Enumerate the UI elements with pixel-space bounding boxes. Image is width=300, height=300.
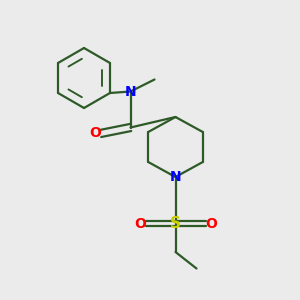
Text: O: O (205, 217, 217, 230)
Text: O: O (134, 217, 146, 230)
Text: O: O (89, 127, 101, 140)
Text: N: N (170, 170, 181, 184)
Text: N: N (125, 85, 136, 98)
Text: S: S (170, 216, 181, 231)
